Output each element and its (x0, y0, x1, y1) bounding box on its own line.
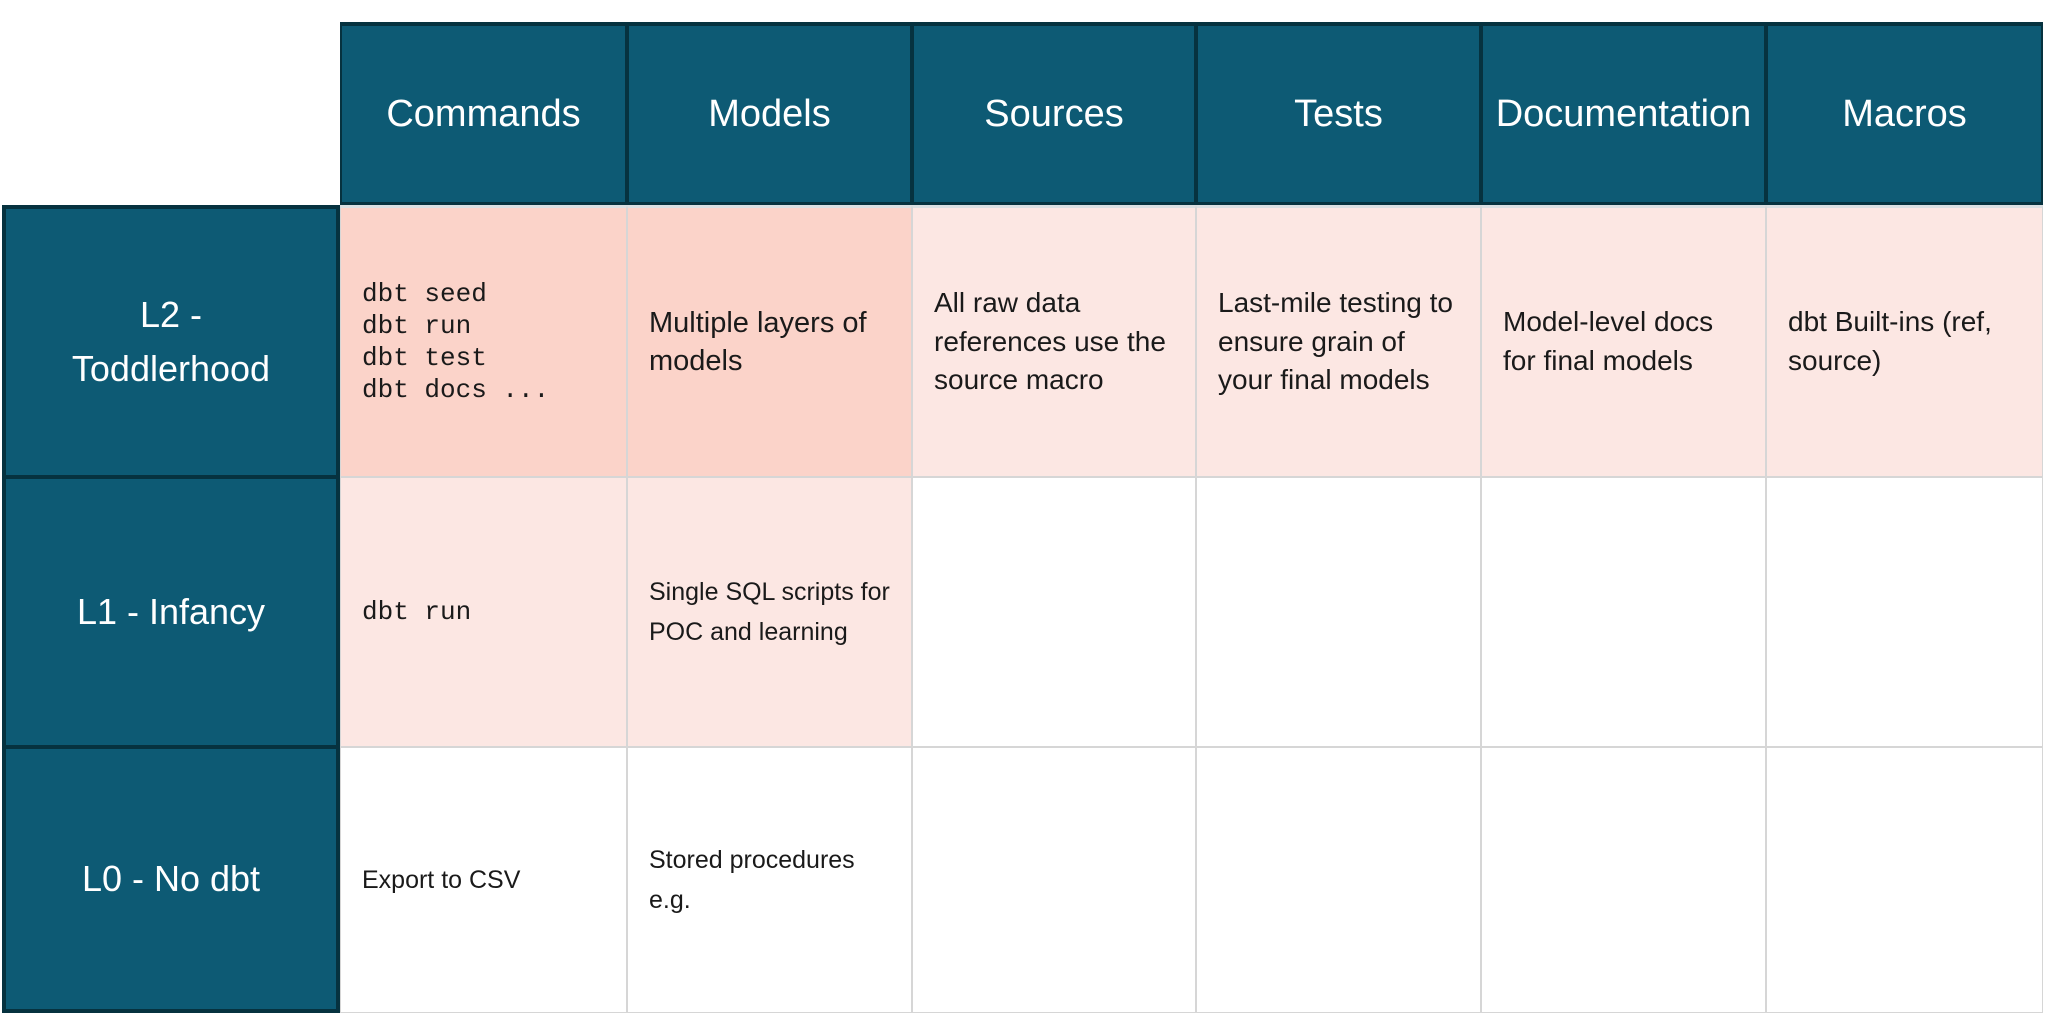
row-header-l0: L0 - No dbt (2, 747, 340, 1013)
cell-l0-models: Stored procedures e.g. (627, 747, 912, 1013)
row-header-l1: L1 - Infancy (2, 477, 340, 747)
cell-l2-models: Multiple layers of models (627, 205, 912, 477)
cell-l1-commands: dbt run (340, 477, 627, 747)
cell-l2-sources: All raw data references use the source m… (912, 205, 1196, 477)
column-header-models: Models (627, 22, 912, 205)
column-header-documentation: Documentation (1481, 22, 1766, 205)
cell-l2-macros: dbt Built-ins (ref, source) (1766, 205, 2043, 477)
cell-l0-documentation (1481, 747, 1766, 1013)
cell-l1-macros (1766, 477, 2043, 747)
cell-l1-tests (1196, 477, 1481, 747)
cell-l0-sources (912, 747, 1196, 1013)
cell-l2-tests: Last-mile testing to ensure grain of you… (1196, 205, 1481, 477)
cell-l1-models: Single SQL scripts for POC and learning (627, 477, 912, 747)
cell-l0-commands: Export to CSV (340, 747, 627, 1013)
cell-l1-sources (912, 477, 1196, 747)
cell-l2-documentation: Model-level docs for final models (1481, 205, 1766, 477)
column-header-sources: Sources (912, 22, 1196, 205)
column-header-commands: Commands (340, 22, 627, 205)
row-header-l2: L2 - Toddlerhood (2, 205, 340, 477)
cell-l0-macros (1766, 747, 2043, 1013)
column-header-tests: Tests (1196, 22, 1481, 205)
maturity-table: Commands Models Sources Tests Documentat… (2, 22, 2043, 1013)
cell-l1-documentation (1481, 477, 1766, 747)
column-header-macros: Macros (1766, 22, 2043, 205)
corner-cell (2, 22, 340, 205)
cell-l0-tests (1196, 747, 1481, 1013)
cell-l2-commands: dbt seed dbt run dbt test dbt docs ... (340, 205, 627, 477)
